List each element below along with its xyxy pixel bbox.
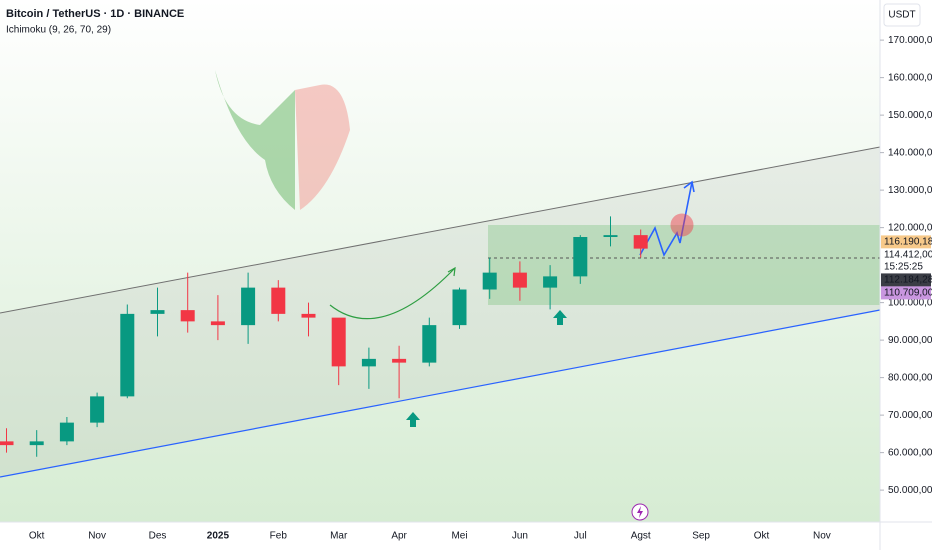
channel-lower — [0, 309, 881, 478]
price-tag-label: 112.184,28 — [884, 275, 932, 286]
candle-body — [392, 358, 407, 363]
target-zone — [488, 225, 880, 305]
x-tick-label: Mar — [330, 531, 348, 542]
price-tag — [881, 286, 931, 300]
y-tick-label: 170.000,00 — [888, 35, 932, 46]
channel-fill — [0, 147, 880, 477]
price-tag-label: 116.190,18 — [884, 237, 932, 248]
candle-body — [573, 237, 588, 277]
candle-body — [90, 396, 105, 423]
curve-arrow-head — [447, 266, 456, 277]
x-tick-label: Apr — [391, 531, 407, 542]
currency-box[interactable] — [883, 3, 921, 27]
candle-body — [120, 313, 135, 397]
y-tick-label: 120.000,00 — [888, 222, 932, 233]
candle-body — [210, 321, 225, 326]
y-tick-label: 70.000,00 — [888, 410, 932, 421]
candle-body — [603, 235, 618, 237]
x-tick-label: Okt — [754, 531, 770, 542]
y-tick-label: 160.000,00 — [888, 72, 932, 83]
candle-body — [512, 272, 527, 288]
projection — [639, 181, 693, 257]
currency[interactable]: USDT — [888, 10, 915, 21]
x-tick-label: Jun — [512, 531, 528, 542]
price-tag — [881, 235, 931, 249]
y-tick-label: 60.000,00 — [888, 447, 932, 458]
x-tick-label: Feb — [270, 531, 288, 542]
up-arrow — [553, 310, 567, 325]
candle-body — [180, 310, 195, 322]
countdown: 15:25:25 — [884, 262, 923, 273]
price-tag-label: 110.709,00 — [884, 288, 932, 299]
x-tick-label: 2025 — [207, 531, 230, 542]
candle-body — [633, 235, 648, 249]
y-tick-label: 90.000,00 — [888, 335, 932, 346]
candle-body — [29, 441, 44, 446]
highlight-circle — [670, 213, 694, 237]
logo-bear — [295, 84, 350, 210]
candle-body — [331, 317, 346, 367]
projection-head — [683, 180, 695, 193]
price-tag-label: 114.412,00 — [884, 250, 932, 261]
candle-body — [301, 313, 316, 318]
logo-bull — [215, 70, 295, 210]
candle-body — [482, 272, 497, 290]
price-tag — [881, 248, 931, 262]
candle-body — [0, 441, 14, 446]
y-tick-label: 50.000,00 — [888, 485, 932, 496]
y-tick-label: 100.000,00 — [888, 297, 932, 308]
candle-body — [241, 287, 256, 326]
candle-body — [422, 325, 437, 363]
chart-title: Bitcoin / TetherUS · 1D · BINANCE — [6, 8, 184, 20]
candle-body — [543, 276, 558, 288]
candle-body — [452, 289, 467, 326]
indicator-label[interactable]: Ichimoku (9, 26, 70, 29) — [6, 25, 111, 36]
x-tick-label: Sep — [692, 531, 710, 542]
x-tick-label: Agst — [631, 531, 651, 542]
candle-body — [271, 287, 286, 314]
event-icon-bolt — [637, 506, 643, 518]
curve-arrow — [329, 267, 456, 320]
plot-background — [0, 0, 880, 522]
x-tick-label: Jul — [574, 531, 587, 542]
x-tick-label: Des — [149, 531, 167, 542]
y-tick-label: 130.000,00 — [888, 185, 932, 196]
candle-body — [361, 358, 376, 367]
up-arrow — [406, 412, 420, 427]
y-tick-label: 140.000,00 — [888, 147, 932, 158]
y-tick-label: 150.000,00 — [888, 110, 932, 121]
x-tick-label: Nov — [88, 531, 106, 542]
y-tick-label: 80.000,00 — [888, 372, 932, 383]
x-tick-label: Mei — [451, 531, 467, 542]
candle-body — [59, 422, 74, 442]
x-tick-label: Nov — [813, 531, 831, 542]
price-tag — [881, 273, 931, 287]
channel-upper — [0, 146, 881, 314]
x-tick-label: Okt — [29, 531, 45, 542]
candle-body — [150, 310, 165, 314]
